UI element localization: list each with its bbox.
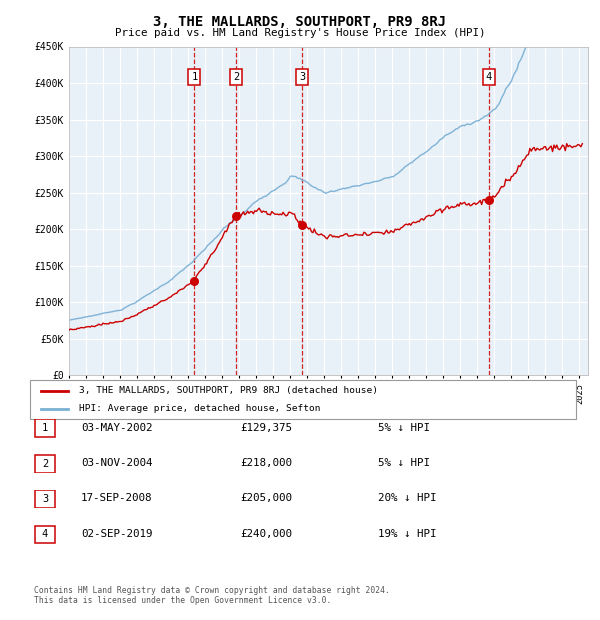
Text: 19% ↓ HPI: 19% ↓ HPI <box>378 529 437 539</box>
FancyBboxPatch shape <box>35 455 55 472</box>
Text: 1: 1 <box>191 72 197 82</box>
Text: 1: 1 <box>42 423 48 433</box>
Text: 4: 4 <box>485 72 492 82</box>
Text: Contains HM Land Registry data © Crown copyright and database right 2024.: Contains HM Land Registry data © Crown c… <box>34 586 390 595</box>
Text: 3: 3 <box>299 72 305 82</box>
Text: 20% ↓ HPI: 20% ↓ HPI <box>378 494 437 503</box>
Text: 02-SEP-2019: 02-SEP-2019 <box>81 529 152 539</box>
Text: 3: 3 <box>42 494 48 504</box>
FancyBboxPatch shape <box>35 490 55 508</box>
Text: £218,000: £218,000 <box>240 458 292 468</box>
Text: 2: 2 <box>233 72 239 82</box>
Text: 03-NOV-2004: 03-NOV-2004 <box>81 458 152 468</box>
Text: 4: 4 <box>42 529 48 539</box>
Text: £205,000: £205,000 <box>240 494 292 503</box>
Text: £129,375: £129,375 <box>240 423 292 433</box>
FancyBboxPatch shape <box>35 420 55 437</box>
Text: 2: 2 <box>42 459 48 469</box>
Text: 3, THE MALLARDS, SOUTHPORT, PR9 8RJ (detached house): 3, THE MALLARDS, SOUTHPORT, PR9 8RJ (det… <box>79 386 378 396</box>
Text: 5% ↓ HPI: 5% ↓ HPI <box>378 423 430 433</box>
Text: £240,000: £240,000 <box>240 529 292 539</box>
Text: 17-SEP-2008: 17-SEP-2008 <box>81 494 152 503</box>
Text: 3, THE MALLARDS, SOUTHPORT, PR9 8RJ: 3, THE MALLARDS, SOUTHPORT, PR9 8RJ <box>154 16 446 30</box>
FancyBboxPatch shape <box>30 380 576 419</box>
FancyBboxPatch shape <box>35 526 55 543</box>
Text: Price paid vs. HM Land Registry's House Price Index (HPI): Price paid vs. HM Land Registry's House … <box>115 28 485 38</box>
Text: HPI: Average price, detached house, Sefton: HPI: Average price, detached house, Seft… <box>79 404 320 414</box>
Text: 5% ↓ HPI: 5% ↓ HPI <box>378 458 430 468</box>
Text: This data is licensed under the Open Government Licence v3.0.: This data is licensed under the Open Gov… <box>34 596 332 605</box>
Text: 03-MAY-2002: 03-MAY-2002 <box>81 423 152 433</box>
